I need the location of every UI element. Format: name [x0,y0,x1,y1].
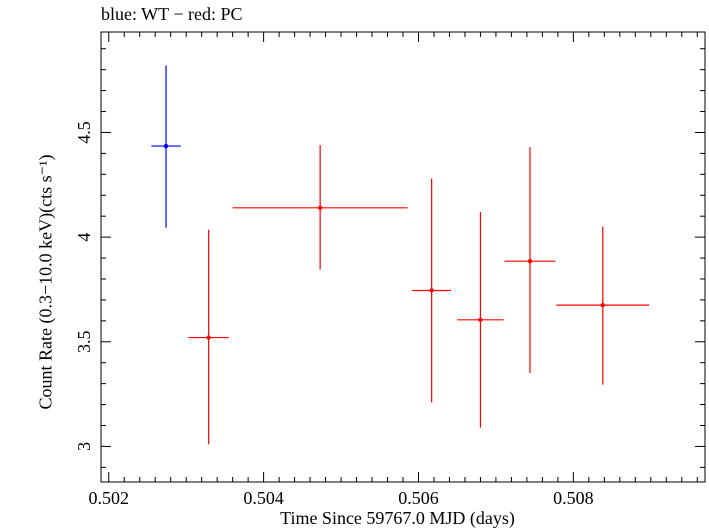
x-axis-label: Time Since 59767.0 MJD (days) [280,508,515,528]
axis-ticks [101,32,705,482]
data-point [317,205,323,211]
data-point [206,335,211,340]
series-wt [151,65,181,228]
y-tick-label: 4.5 [74,121,94,144]
tick-labels: 0.502 0.504 0.506 0.508 3 3.5 4 4.5 [74,121,594,508]
series-pc [188,145,650,445]
y-tick-label: 3.5 [74,331,94,354]
x-tick-label: 0.506 [398,488,439,508]
x-tick-label: 0.502 [88,488,129,508]
plot-frame [100,31,706,483]
x-tick-label: 0.504 [243,488,284,508]
data-point [478,317,483,322]
y-tick-label: 3 [74,442,94,451]
y-axis-label: Count Rate (0.3−10.0 keV)(cts s⁻¹) [35,154,56,410]
x-tick-label: 0.508 [553,488,594,508]
data-point [163,143,169,149]
data-point [600,302,605,308]
y-tick-label: 4 [74,233,94,242]
data-point [527,258,533,264]
data-marks [151,65,650,445]
chart-title: blue: WT − red: PC [101,4,243,24]
data-point [429,288,434,293]
